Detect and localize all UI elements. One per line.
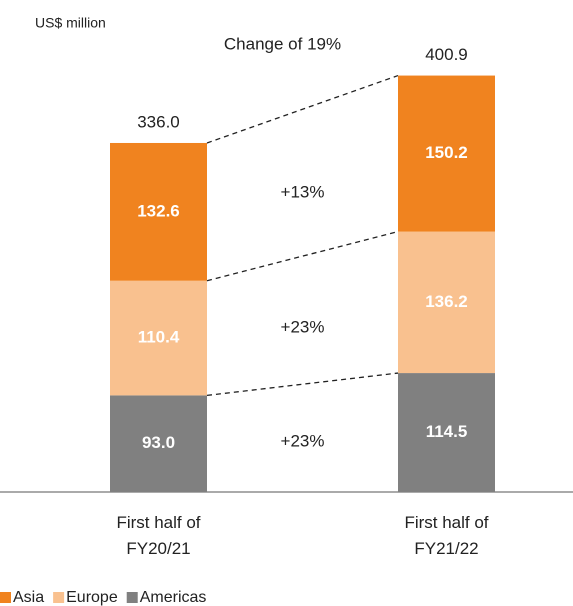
- x-tick-label: First half of FY20/21: [116, 513, 201, 558]
- bar-segment: [398, 75, 495, 232]
- segment-label: 114.5: [426, 422, 468, 441]
- total-label: 336.0: [137, 112, 180, 131]
- growth-annotation: +23%: [281, 317, 325, 336]
- connector: [206, 372, 399, 397]
- segment-label: 150.2: [425, 143, 468, 162]
- change-annotation: Change of 19%: [224, 34, 341, 53]
- total-label: 400.9: [425, 45, 468, 64]
- bar-segment: [110, 395, 207, 492]
- legend-label: Americas: [140, 589, 207, 606]
- bar-segment: [110, 142, 207, 281]
- bar-segment: [110, 280, 207, 396]
- x-tick-label: First half of FY21/22: [404, 513, 489, 558]
- legend-swatch: [126, 592, 138, 603]
- growth-annotation: +13%: [281, 182, 325, 201]
- growth-annotation: +23%: [281, 431, 325, 450]
- legend-swatch: [53, 592, 65, 603]
- segment-label: 136.2: [425, 292, 468, 311]
- segment-label: 93.0: [142, 433, 175, 452]
- legend-label: Asia: [13, 589, 44, 606]
- segment-label: 110.4: [138, 328, 180, 347]
- category-label-box: First half of FY21/22: [404, 513, 489, 558]
- connector: [206, 74, 399, 144]
- category-label-box: First half of FY20/21: [116, 513, 201, 558]
- bar-segment: [398, 373, 495, 492]
- axis-unit: US$ million: [35, 15, 106, 31]
- segment-label: 132.6: [137, 201, 180, 220]
- legend-label: Europe: [66, 589, 118, 606]
- connector: [206, 230, 399, 282]
- bar-segment: [398, 231, 495, 374]
- legend-swatch: [0, 592, 11, 603]
